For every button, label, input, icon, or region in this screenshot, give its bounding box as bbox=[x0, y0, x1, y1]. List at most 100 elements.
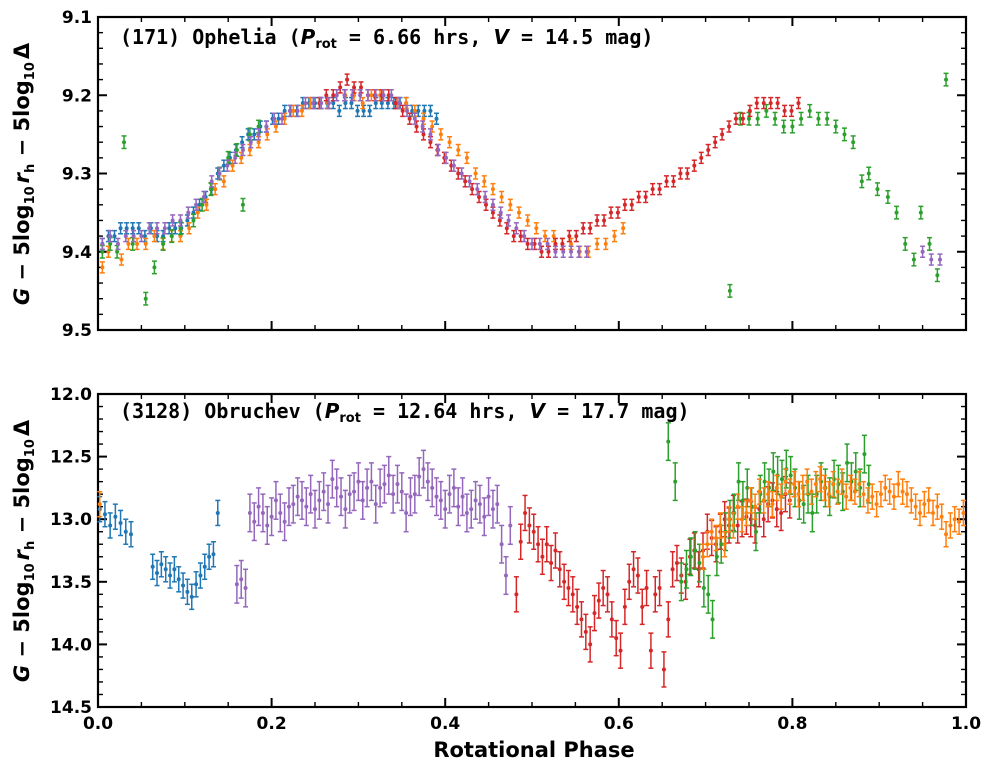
data-points bbox=[97, 422, 966, 688]
data-point bbox=[459, 167, 465, 180]
marker bbox=[405, 108, 410, 113]
data-point bbox=[467, 175, 473, 188]
marker bbox=[347, 492, 352, 497]
data-point bbox=[665, 601, 671, 638]
data-point bbox=[895, 470, 901, 498]
data-point bbox=[631, 551, 637, 588]
data-point bbox=[279, 112, 285, 125]
data-point bbox=[583, 613, 589, 651]
marker bbox=[770, 502, 775, 507]
data-point bbox=[247, 493, 253, 533]
data-point bbox=[521, 229, 527, 243]
title-rot-subscript: rot bbox=[339, 411, 361, 426]
marker bbox=[530, 241, 534, 246]
data-point bbox=[697, 543, 703, 583]
data-point bbox=[813, 470, 819, 498]
data-point bbox=[381, 464, 387, 504]
data-point bbox=[657, 569, 663, 607]
marker bbox=[799, 116, 804, 121]
marker bbox=[561, 249, 566, 254]
data-point bbox=[209, 175, 215, 188]
title-prot-value: 12.64 bbox=[397, 399, 457, 423]
marker bbox=[483, 194, 488, 199]
marker bbox=[204, 202, 209, 207]
data-point bbox=[162, 222, 168, 235]
marker bbox=[497, 218, 502, 223]
marker bbox=[609, 617, 614, 622]
data-point bbox=[559, 237, 565, 251]
data-point bbox=[688, 537, 694, 577]
data-point bbox=[348, 96, 354, 110]
marker bbox=[447, 492, 452, 497]
data-point bbox=[788, 455, 794, 495]
marker bbox=[753, 529, 758, 534]
marker bbox=[252, 132, 257, 137]
marker bbox=[709, 529, 714, 534]
marker bbox=[464, 155, 469, 160]
marker bbox=[640, 604, 645, 609]
marker bbox=[745, 485, 750, 490]
data-point bbox=[513, 576, 519, 613]
marker bbox=[189, 594, 194, 599]
data-point bbox=[735, 493, 741, 520]
data-point bbox=[299, 480, 305, 520]
marker bbox=[948, 523, 953, 528]
marker bbox=[562, 579, 567, 584]
title-p-symbol: P bbox=[301, 25, 316, 49]
marker bbox=[451, 485, 456, 490]
data-point bbox=[573, 229, 579, 243]
marker bbox=[852, 489, 857, 494]
marker bbox=[731, 523, 736, 528]
marker bbox=[126, 241, 131, 246]
data-point bbox=[674, 544, 680, 582]
data-point bbox=[506, 214, 512, 227]
data-point bbox=[429, 468, 435, 508]
data-point bbox=[937, 253, 943, 266]
marker bbox=[775, 101, 780, 106]
series-blue bbox=[97, 495, 221, 611]
marker bbox=[813, 482, 818, 487]
marker bbox=[790, 124, 795, 129]
marker bbox=[761, 498, 766, 503]
marker bbox=[477, 194, 482, 199]
data-point bbox=[443, 151, 449, 165]
data-point bbox=[390, 474, 396, 514]
x-tick-label: 0.6 bbox=[604, 714, 634, 734]
data-point bbox=[154, 222, 160, 235]
data-point bbox=[212, 182, 218, 196]
marker bbox=[425, 479, 430, 484]
marker bbox=[247, 148, 252, 153]
marker bbox=[408, 494, 413, 499]
marker bbox=[217, 171, 222, 176]
marker bbox=[108, 523, 113, 528]
marker bbox=[211, 552, 216, 557]
data-point bbox=[326, 96, 332, 110]
data-point bbox=[464, 151, 470, 165]
marker bbox=[438, 498, 443, 503]
marker bbox=[130, 241, 135, 246]
y-tick-labels: 9.1 9.2 9.3 9.4 9.5 bbox=[62, 8, 92, 341]
data-point bbox=[455, 487, 461, 527]
ylabel-r: r bbox=[10, 548, 34, 560]
data-point bbox=[204, 198, 209, 212]
marker bbox=[693, 548, 698, 553]
data-point bbox=[435, 143, 441, 157]
data-point bbox=[295, 477, 301, 517]
marker bbox=[748, 498, 753, 503]
ylabel-ten-b: 10 bbox=[23, 62, 38, 80]
marker bbox=[866, 482, 871, 487]
marker bbox=[596, 598, 601, 603]
data-point bbox=[355, 104, 361, 118]
marker bbox=[913, 504, 918, 509]
data-point bbox=[710, 599, 716, 639]
data-point bbox=[347, 474, 353, 514]
data-point bbox=[513, 222, 519, 235]
data-point bbox=[761, 487, 767, 514]
marker bbox=[343, 101, 348, 106]
marker bbox=[456, 148, 461, 153]
marker bbox=[269, 514, 274, 519]
data-point bbox=[560, 245, 566, 258]
marker bbox=[874, 502, 879, 507]
data-point bbox=[743, 499, 749, 527]
marker bbox=[627, 579, 632, 584]
